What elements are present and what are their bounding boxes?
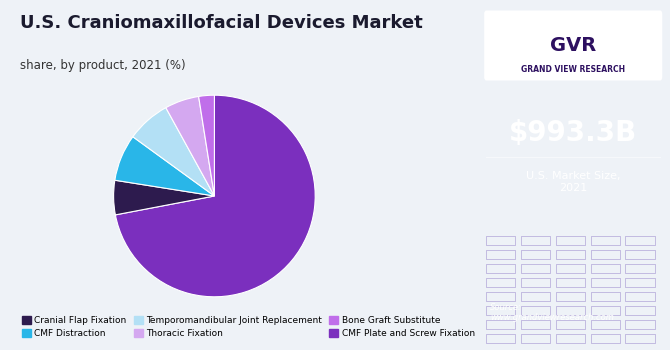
Wedge shape: [198, 95, 214, 196]
FancyBboxPatch shape: [484, 10, 662, 80]
Text: Source:
www.grandviewresearch.com: Source: www.grandviewresearch.com: [490, 303, 614, 322]
Text: U.S. Craniomaxillofacial Devices Market: U.S. Craniomaxillofacial Devices Market: [20, 14, 423, 32]
Legend: Cranial Flap Fixation, CMF Distraction, Temporomandibular Joint Replacement, Tho: Cranial Flap Fixation, CMF Distraction, …: [18, 312, 479, 342]
Text: GVR: GVR: [550, 36, 596, 55]
Wedge shape: [114, 180, 214, 215]
Text: $993.3B: $993.3B: [509, 119, 637, 147]
Wedge shape: [115, 137, 214, 196]
Text: GRAND VIEW RESEARCH: GRAND VIEW RESEARCH: [521, 65, 625, 75]
Wedge shape: [133, 108, 214, 196]
Wedge shape: [166, 97, 214, 196]
Text: U.S. Market Size,
2021: U.S. Market Size, 2021: [526, 171, 620, 193]
Text: share, by product, 2021 (%): share, by product, 2021 (%): [20, 60, 186, 72]
Wedge shape: [115, 95, 315, 297]
